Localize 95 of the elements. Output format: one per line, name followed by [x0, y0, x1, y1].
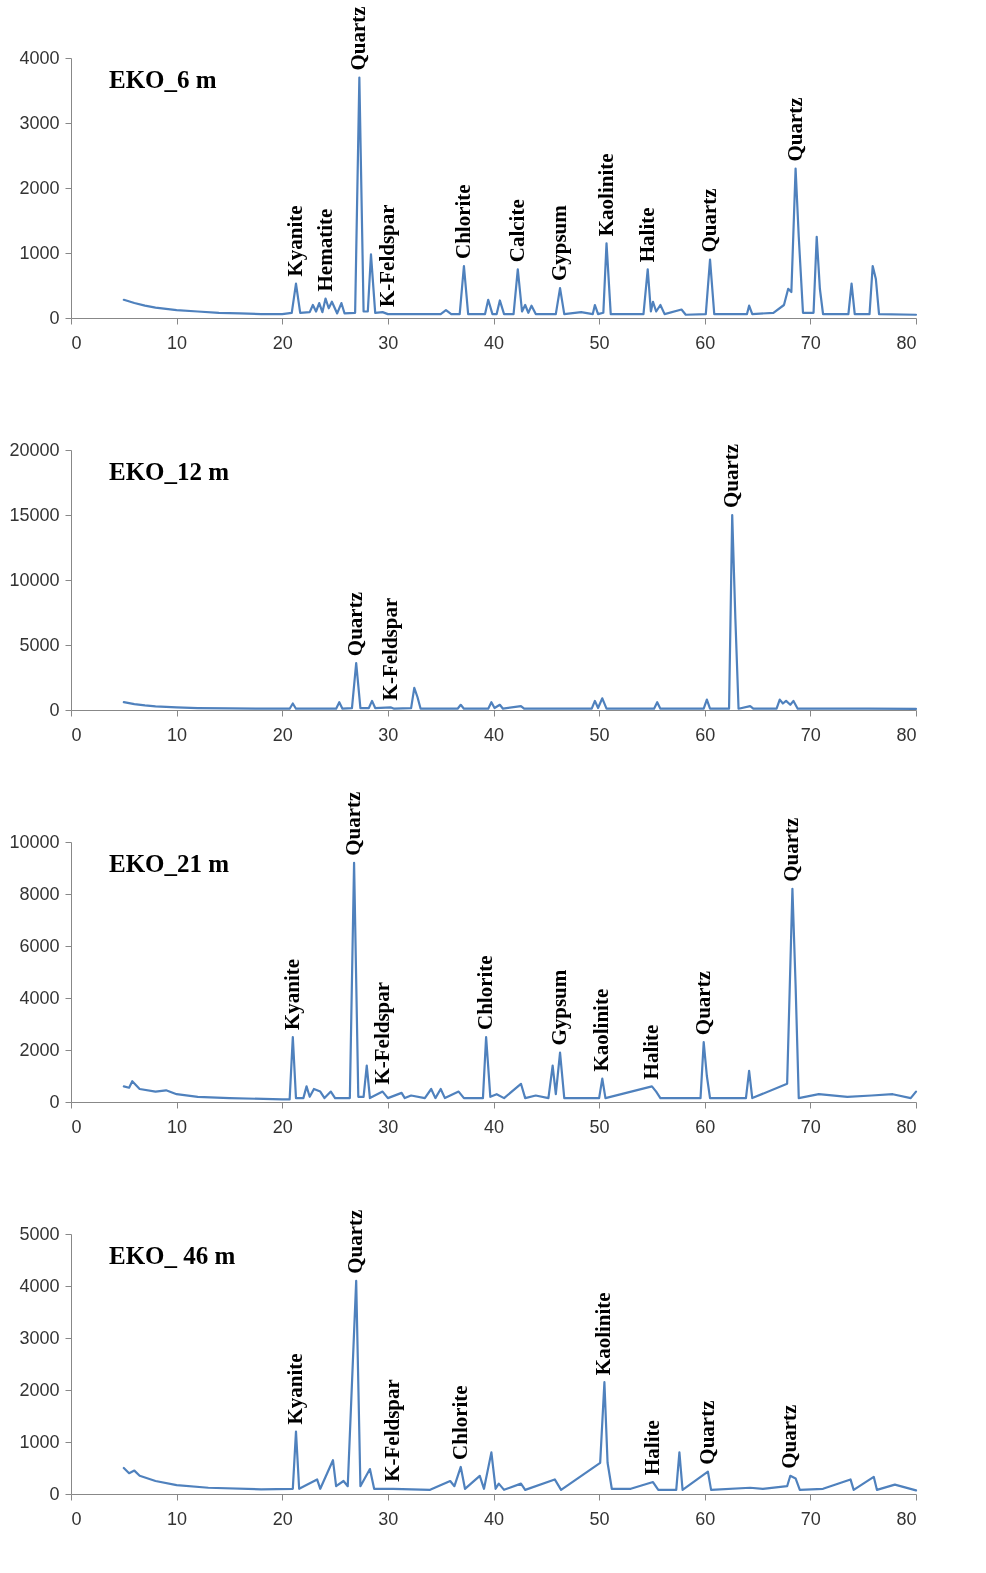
annotation: Quartz: [343, 592, 368, 657]
x-tick-label: 70: [800, 1116, 821, 1137]
x-tick-label: 70: [800, 1508, 821, 1529]
annotation: Kyanite: [282, 1353, 307, 1425]
annotation: Quartz: [697, 188, 722, 253]
x-tick-label: 20: [272, 724, 293, 745]
x-tick-label: 70: [800, 724, 821, 745]
annotation: Quartz: [343, 1209, 368, 1274]
y-tick-label: 10000: [9, 569, 60, 590]
y-tick-label: 0: [49, 1091, 60, 1112]
y-tick-label: 5000: [19, 634, 60, 655]
chart-title: EKO_6 m: [109, 66, 217, 93]
chart-title: EKO_21 m: [109, 850, 230, 877]
x-tick-label: 30: [378, 724, 399, 745]
y-tick-label: 10000: [9, 831, 60, 852]
x-tick-label: 80: [896, 332, 917, 353]
annotation: Quartz: [341, 791, 366, 856]
annotation: Quartz: [690, 971, 715, 1036]
annotation: Kyanite: [282, 205, 307, 277]
x-tick-label: 10: [167, 332, 188, 353]
x-tick-label: 30: [378, 332, 399, 353]
y-tick-label: 4000: [19, 987, 60, 1008]
y-tick-label: 4000: [19, 1275, 60, 1296]
annotation: Gypsum: [547, 204, 572, 282]
x-tick-label: 40: [483, 724, 505, 745]
x-tick-label: 10: [167, 1116, 188, 1137]
y-tick-label: 2000: [19, 177, 60, 198]
x-tick-label: 20: [272, 332, 293, 353]
line-series: [122, 1279, 918, 1492]
chart-title: EKO_12 m: [109, 458, 230, 485]
annotation: Kaolinite: [589, 988, 614, 1072]
x-tick-label: 40: [483, 1116, 505, 1137]
annotation: Hematite: [312, 208, 337, 292]
y-tick-label: 6000: [19, 935, 60, 956]
annotation: K-Feldspar: [380, 1379, 405, 1482]
x-tick-label: 50: [589, 1116, 610, 1137]
x-tick-label: 20: [272, 1508, 293, 1529]
annotation: Kaolinite: [593, 153, 618, 237]
x-tick-label: 40: [483, 1508, 505, 1529]
x-tick-label: 0: [71, 332, 82, 353]
annotation: Quartz: [719, 443, 744, 508]
annotation: Quartz: [779, 817, 804, 882]
y-tick-label: 0: [49, 307, 60, 328]
x-tick-label: 80: [896, 724, 917, 745]
y-tick-label: 2000: [19, 1379, 60, 1400]
annotation: Quartz: [694, 1400, 719, 1465]
x-tick-label: 30: [378, 1116, 399, 1137]
x-tick-label: 80: [896, 1508, 917, 1529]
y-tick-label: 2000: [19, 1039, 60, 1060]
annotation: Halite: [639, 1420, 664, 1476]
x-tick-label: 50: [589, 724, 610, 745]
annotation: Chlorite: [447, 1385, 472, 1460]
y-tick-label: 20000: [9, 439, 60, 460]
annotation: Quartz: [782, 97, 807, 162]
x-tick-label: 70: [800, 332, 821, 353]
y-tick-label: 1000: [19, 1431, 60, 1452]
annotation: Quartz: [346, 6, 371, 71]
x-tick-label: 10: [167, 1508, 188, 1529]
y-tick-label: 5000: [19, 1223, 60, 1244]
y-tick-label: 3000: [19, 112, 60, 133]
x-tick-label: 0: [71, 1116, 82, 1137]
annotation: Quartz: [777, 1404, 802, 1469]
x-tick-label: 60: [695, 332, 716, 353]
x-tick-label: 40: [483, 332, 505, 353]
y-tick-label: 3000: [19, 1327, 60, 1348]
x-tick-label: 60: [695, 724, 716, 745]
x-tick-label: 20: [272, 1116, 293, 1137]
x-tick-label: 0: [71, 724, 82, 745]
y-tick-label: 4000: [19, 47, 60, 68]
y-tick-label: 0: [49, 699, 60, 720]
annotation: Kyanite: [279, 958, 304, 1030]
y-tick-label: 1000: [19, 242, 60, 263]
annotation: K-Feldspar: [369, 981, 394, 1085]
annotation: Calcite: [504, 199, 529, 263]
x-tick-label: 60: [695, 1116, 716, 1137]
annotation: Chlorite: [473, 955, 498, 1030]
annotation: Kaolinite: [591, 1292, 616, 1376]
x-tick-label: 50: [589, 1508, 610, 1529]
x-tick-label: 10: [167, 724, 188, 745]
annotation: Halite: [638, 1024, 663, 1080]
x-tick-label: 50: [589, 332, 610, 353]
chart-title: EKO_ 46 m: [109, 1242, 236, 1269]
x-tick-label: 60: [695, 1508, 716, 1529]
x-tick-label: 0: [71, 1508, 82, 1529]
annotation: Gypsum: [547, 969, 572, 1046]
annotation: K-Feldspar: [378, 597, 403, 701]
annotation: K-Feldspar: [374, 204, 399, 308]
x-tick-label: 30: [378, 1508, 399, 1529]
annotation: Halite: [634, 207, 659, 263]
x-tick-label: 80: [896, 1116, 917, 1137]
annotation: Chlorite: [450, 184, 475, 259]
y-tick-label: 15000: [9, 504, 60, 525]
line-series: [122, 513, 918, 711]
y-tick-label: 8000: [19, 883, 60, 904]
y-tick-label: 0: [49, 1483, 60, 1504]
